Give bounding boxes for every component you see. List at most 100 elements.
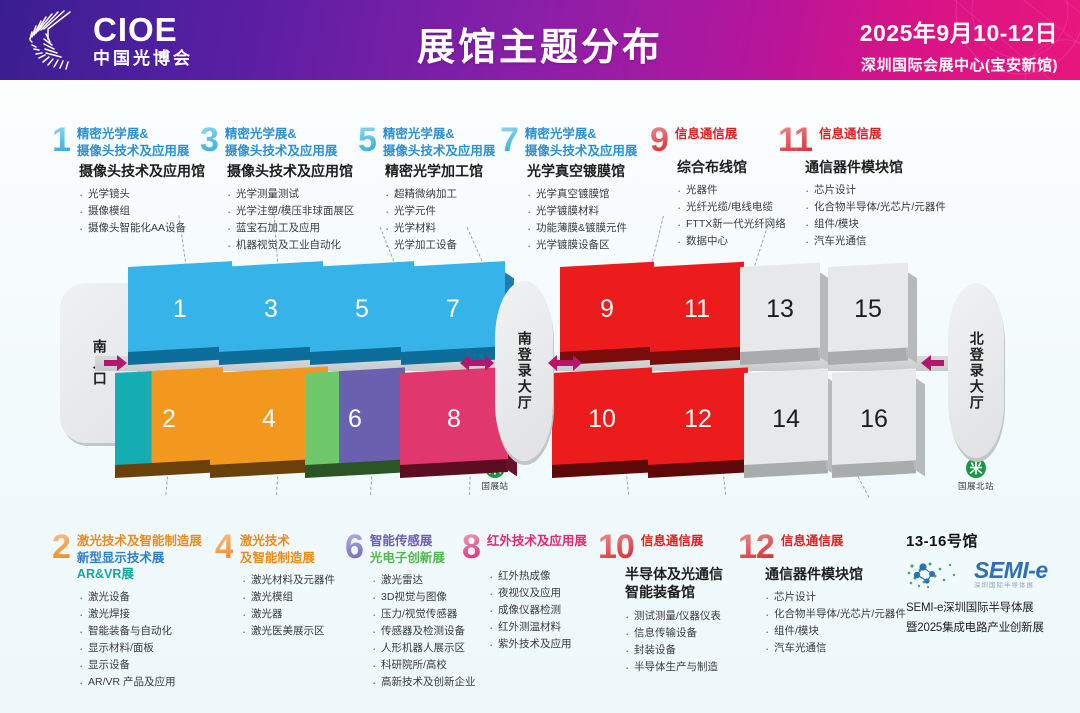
exhibition-title: 摄像头技术及应用展	[224, 143, 338, 158]
hall-block-1[interactable]: 1	[128, 261, 241, 365]
hall-block-5[interactable]: 5	[310, 261, 423, 365]
hall-topic-list: 芯片设计化合物半导体/光芯片/元器件组件/模块汽车光通信	[778, 181, 948, 252]
hall-topic-item: 组件/模块	[805, 215, 948, 235]
event-venue: 深圳国际会展中心(宝安新馆)	[861, 57, 1058, 74]
hall-topic-item: 数据中心	[677, 232, 800, 252]
hall-block-top	[128, 261, 232, 352]
hall-exhibition-titles: 信息通信展	[675, 126, 738, 143]
hall-topic-item: 显示材料/面板	[79, 639, 212, 659]
semi-network-icon	[907, 562, 956, 589]
hall-topic-list: 激光材料及元器件激光模组激光器激光医美展示区	[215, 571, 355, 642]
hall-block-3[interactable]: 3	[219, 261, 332, 365]
hall-number: 7	[500, 121, 519, 159]
hall-heading: 7 精密光学展& 摄像头技术及应用展	[500, 121, 660, 159]
hall-topic-item: 封装设备	[625, 641, 748, 661]
hall-heading: 12 信息通信展	[738, 530, 908, 564]
registration-hall-south[interactable]: 南登录大厅	[495, 281, 553, 461]
hall-heading: 3 精密光学展& 摄像头技术及应用展	[200, 121, 360, 159]
hall-heading: 1 精密光学展& 摄像头技术及应用展	[52, 123, 202, 159]
hall-topic-item: 红外测温材料	[489, 618, 602, 638]
event-info: 2025年9月10-12日 深圳国际会展中心(宝安新馆)	[860, 14, 1058, 75]
hall-topic-item: 激光器	[242, 605, 355, 625]
hall-topic-item: 化合物半导体/光芯片/元器件	[765, 605, 908, 625]
hall-topic-item: 超精微纳加工	[385, 185, 518, 205]
hall-topic-item: 激光焊接	[79, 605, 212, 625]
arrow-east-south-entrance	[104, 355, 127, 371]
hall-block-top	[552, 367, 652, 465]
hall-topic-list: 红外热成像夜视仪及应用成像仪器检测红外测温材料紫外技术及应用	[462, 567, 602, 655]
exhibition-title: AR&VR展	[76, 567, 134, 581]
hall-topic-item: 测试测量/仪器仪表	[625, 607, 748, 627]
registration-hall-north[interactable]: 北登录大厅	[948, 283, 1004, 458]
registration-hall-south-label: 南登录大厅	[516, 331, 533, 411]
hall-number: 11	[778, 121, 813, 159]
hall-topic-list: 测试测量/仪器仪表信息传输设备封装设备半导体生产与制造	[598, 607, 748, 678]
hall-number: 3	[200, 121, 219, 159]
hall-info-6: 6智能传感展光电子创新展激光雷达3D视觉与图像压力/视觉传感器传感器及检测设备人…	[345, 530, 476, 693]
hall-topic-item: 夜视仪及应用	[489, 584, 602, 604]
hall-topic-item: 摄像头智能化AA设备	[79, 219, 202, 239]
hall-heading: 9 信息通信展	[650, 123, 800, 157]
registration-hall-north-label: 北登录大厅	[968, 330, 985, 411]
hall-exhibition-titles: 精密光学展& 摄像头技术及应用展	[225, 126, 338, 159]
exhibition-title: 摄像头技术及应用展	[524, 143, 638, 158]
hall-topic-item: 成像仪器检测	[489, 601, 602, 621]
hall-topic-item: 激光设备	[79, 588, 212, 608]
hall-topic-item: 光学镀膜材料	[527, 202, 660, 222]
hall-topic-item: 汽车光通信	[765, 639, 908, 659]
hall-block-6[interactable]: 6	[305, 367, 414, 478]
hall-info-11: 11 信息通信展通信器件模块馆芯片设计化合物半导体/光芯片/元器件组件/模块汽车光…	[778, 121, 948, 252]
hall-number: 10	[598, 528, 635, 566]
cioe-burst-icon	[29, 10, 71, 70]
hall-number: 4	[215, 528, 234, 566]
hall-topic-item: 3D视觉与图像	[372, 588, 475, 608]
hall-topic-item: 光器件	[677, 181, 800, 201]
arrow-west-north-hall	[921, 355, 944, 371]
logo-text-en: CIOE	[93, 11, 178, 48]
logo-text-cn: 中国光博会	[93, 49, 193, 68]
hall-exhibition-titles: 智能传感展 光电子创新展	[370, 533, 445, 566]
hall-topic-list: 激光设备激光焊接智能装备与自动化显示材料/面板显示设备AR/VR 产品及应用	[52, 588, 212, 693]
hall-info-5: 5精密光学展&摄像头技术及应用展精密光学加工馆超精微纳加工光学元件光学材料光学加…	[358, 121, 518, 256]
hall-name: 通信器件模块馆	[765, 566, 863, 583]
hall-block-14[interactable]: 14	[744, 368, 837, 478]
hall-topic-item: 压力/视觉传感器	[372, 605, 475, 625]
page-title: 展馆主题分布	[416, 27, 663, 69]
hall-name: 精密光学加工馆	[385, 163, 483, 179]
hall-block-13[interactable]: 13	[740, 262, 829, 365]
hall-topic-item: 智能装备与自动化	[79, 622, 212, 642]
hall-block-8[interactable]: 8	[400, 366, 517, 478]
exhibition-title: 信息通信展	[640, 534, 704, 548]
exhibition-title: 摄像头技术及应用展	[76, 143, 190, 158]
hall-topic-item: 人形机器人展示区	[372, 639, 475, 659]
metro-label: 国展站	[481, 481, 509, 491]
hall-block-top	[401, 261, 505, 352]
hall-number: 5	[358, 121, 377, 159]
hall-info-3: 3精密光学展&摄像头技术及应用展摄像头技术及应用馆光学测量测试光学注塑/模压非球…	[200, 121, 360, 256]
exhibition-title: 精密光学展&	[524, 127, 597, 141]
hall-block-7[interactable]: 7	[401, 261, 514, 365]
hall-block-2[interactable]: 2	[115, 366, 232, 478]
exhibition-title: 精密光学展&	[224, 127, 297, 141]
hall-topic-item: 蓝宝石加工及应用	[227, 219, 360, 239]
hall-topic-item: 机器视觉及工业自动化	[227, 236, 360, 256]
hall-block-top	[650, 261, 744, 352]
hall-block-10[interactable]: 10	[552, 367, 661, 478]
hall-topic-list: 光器件光纤光缆/电线电缆FTTX新一代光纤网络数据中心	[650, 181, 800, 252]
hall-block-11[interactable]: 11	[650, 261, 753, 365]
exhibition-title: 激光技术	[239, 534, 290, 548]
hall-block-9[interactable]: 9	[560, 261, 663, 365]
hall-info-1: 1精密光学展&摄像头技术及应用展摄像头技术及应用馆光学镜头摄像模组摄像头智能化A…	[52, 123, 205, 239]
hall-topic-item: 光学测量测试	[227, 185, 360, 205]
hall-block-15[interactable]: 15	[828, 262, 917, 365]
hall-topic-list: 光学真空镀膜馆光学镀膜材料功能薄膜&镀膜元件光学镀膜设备区	[500, 185, 660, 256]
hall-topic-item: 汽车光通信	[805, 232, 948, 252]
hall-topic-list: 芯片设计化合物半导体/光芯片/元器件组件/模块汽车光通信	[738, 588, 908, 659]
hall-block-16[interactable]: 16	[832, 368, 925, 478]
hall-block-12[interactable]: 12	[648, 367, 757, 478]
hall-heading: 10 信息通信展	[598, 528, 748, 566]
cioe-logo: CIOE 中国光博会	[24, 9, 193, 71]
hall-exhibition-titles: 激光技术 及智能制造展	[240, 533, 315, 566]
hall-info-10: 10 信息通信展半导体及光通信智能装备馆测试测量/仪器仪表信息传输设备封装设备半导…	[598, 528, 748, 678]
semi-e-section: 13-16号馆 SEMI-e	[906, 530, 1078, 635]
